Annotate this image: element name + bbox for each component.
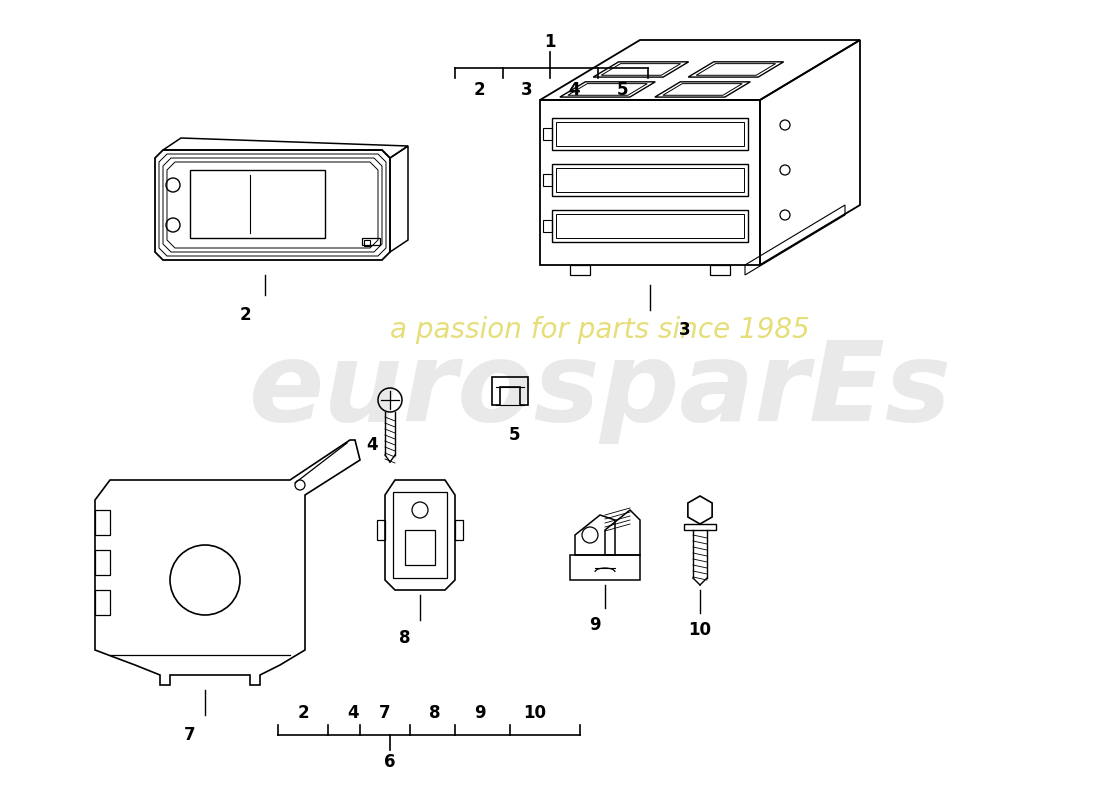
Text: 10: 10 — [689, 621, 712, 639]
Text: 8: 8 — [399, 629, 410, 647]
Text: 10: 10 — [524, 704, 547, 722]
Text: 2: 2 — [239, 306, 251, 324]
Text: 2: 2 — [297, 704, 309, 722]
Text: 2: 2 — [473, 81, 485, 99]
Text: a passion for parts since 1985: a passion for parts since 1985 — [390, 316, 810, 344]
Text: 3: 3 — [679, 321, 691, 339]
Text: 4: 4 — [348, 704, 359, 722]
Text: 4: 4 — [366, 436, 377, 454]
Text: 7: 7 — [379, 704, 390, 722]
Text: 8: 8 — [429, 704, 441, 722]
Text: 3: 3 — [521, 81, 532, 99]
Text: eurosparEs: eurosparEs — [249, 337, 952, 443]
Text: 4: 4 — [569, 81, 580, 99]
Text: 9: 9 — [590, 616, 601, 634]
Text: 5: 5 — [616, 81, 628, 99]
Text: 1: 1 — [544, 33, 556, 51]
Text: 6: 6 — [384, 753, 396, 771]
Text: 9: 9 — [474, 704, 486, 722]
Text: 5: 5 — [509, 426, 520, 444]
Text: 7: 7 — [184, 726, 196, 744]
